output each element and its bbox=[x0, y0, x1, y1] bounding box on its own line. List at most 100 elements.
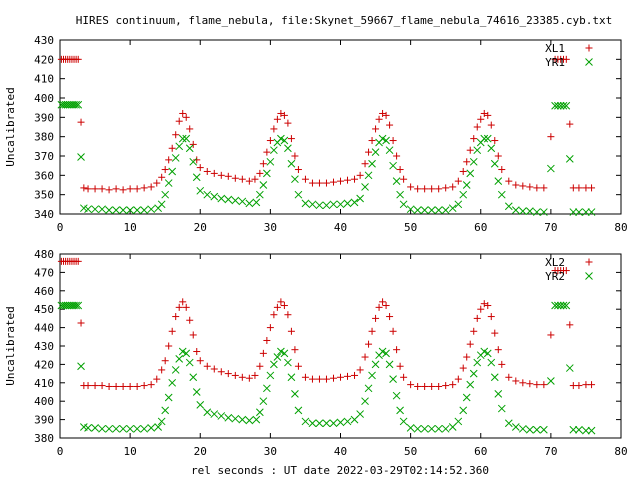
data-point bbox=[126, 206, 134, 214]
data-point bbox=[196, 164, 204, 172]
data-point bbox=[308, 179, 316, 187]
data-point bbox=[74, 55, 82, 63]
data-point bbox=[291, 389, 299, 398]
y-tick-label: 390 bbox=[34, 414, 54, 427]
data-point bbox=[308, 200, 317, 209]
data-point bbox=[133, 382, 141, 390]
data-point bbox=[210, 192, 219, 201]
data-point bbox=[399, 417, 408, 426]
data-point bbox=[259, 397, 268, 406]
data-point bbox=[266, 324, 274, 332]
data-point bbox=[551, 101, 559, 110]
data-point bbox=[454, 200, 463, 209]
data-point bbox=[105, 424, 113, 433]
data-point bbox=[140, 206, 149, 214]
y-tick-label: 380 bbox=[34, 432, 54, 445]
legend-marker-xl2 bbox=[585, 258, 593, 266]
data-point bbox=[224, 370, 232, 378]
plot-frame-bottom bbox=[59, 253, 622, 439]
data-point bbox=[459, 406, 468, 415]
data-point bbox=[473, 146, 482, 155]
data-point bbox=[133, 206, 141, 214]
legend-marker-glyph bbox=[585, 44, 593, 52]
data-point bbox=[361, 353, 369, 361]
data-point bbox=[280, 349, 289, 358]
legend-marker-glyph bbox=[585, 272, 593, 280]
y-tick-label: 370 bbox=[34, 150, 54, 163]
x-tick-label: 50 bbox=[404, 445, 417, 458]
data-point bbox=[565, 155, 574, 163]
data-point bbox=[277, 109, 285, 117]
data-point bbox=[91, 185, 99, 193]
data-point bbox=[301, 199, 310, 208]
data-point bbox=[427, 424, 436, 433]
data-point bbox=[368, 327, 376, 335]
data-point bbox=[192, 388, 201, 396]
data-point bbox=[588, 381, 596, 389]
data-point bbox=[91, 382, 99, 390]
data-point bbox=[172, 313, 180, 321]
data-point bbox=[361, 160, 369, 168]
data-point bbox=[375, 115, 383, 123]
x-tick-label: 40 bbox=[334, 221, 347, 234]
data-point bbox=[575, 425, 583, 434]
data-point bbox=[511, 423, 520, 431]
data-point bbox=[74, 301, 83, 310]
x-tick-label: 10 bbox=[124, 445, 137, 458]
data-point bbox=[372, 125, 380, 133]
data-point bbox=[587, 208, 596, 216]
data-point bbox=[147, 381, 155, 389]
data-point bbox=[161, 357, 169, 365]
data-point bbox=[185, 358, 194, 367]
data-point bbox=[77, 118, 85, 126]
data-point bbox=[490, 159, 499, 168]
data-point bbox=[217, 368, 225, 376]
data-point bbox=[540, 208, 548, 216]
data-point bbox=[252, 198, 261, 207]
data-point bbox=[336, 200, 345, 209]
data-point bbox=[364, 384, 373, 393]
data-point bbox=[396, 362, 404, 370]
data-point bbox=[566, 120, 574, 128]
legend-label-xl2: XL2 bbox=[545, 256, 565, 269]
data-point bbox=[582, 426, 590, 435]
data-point bbox=[196, 401, 205, 409]
data-point bbox=[385, 146, 394, 155]
data-point bbox=[91, 424, 99, 432]
data-point bbox=[442, 184, 450, 192]
data-point bbox=[498, 360, 506, 368]
data-point bbox=[371, 148, 380, 156]
data-point bbox=[396, 166, 404, 174]
data-point bbox=[273, 303, 281, 311]
data-point bbox=[361, 397, 369, 406]
data-point bbox=[263, 169, 271, 178]
data-point bbox=[168, 167, 177, 176]
data-point bbox=[245, 199, 254, 208]
data-point bbox=[119, 382, 127, 390]
x-tick-label: 20 bbox=[194, 221, 207, 234]
data-point bbox=[428, 185, 436, 193]
data-point bbox=[161, 166, 169, 174]
data-point bbox=[98, 382, 106, 390]
data-point bbox=[487, 313, 495, 321]
data-point bbox=[518, 207, 527, 215]
data-point bbox=[356, 194, 364, 203]
data-point bbox=[308, 375, 316, 383]
series-yr1 bbox=[57, 100, 596, 216]
data-point bbox=[287, 373, 296, 382]
data-point bbox=[291, 175, 299, 184]
data-point bbox=[284, 119, 292, 127]
data-point bbox=[175, 117, 183, 125]
data-point bbox=[344, 372, 352, 380]
x-tick-label: 80 bbox=[614, 445, 627, 458]
data-point bbox=[182, 303, 190, 311]
data-point bbox=[434, 206, 443, 214]
data-point bbox=[407, 381, 415, 389]
data-point bbox=[245, 177, 253, 185]
data-point bbox=[196, 186, 205, 195]
data-point bbox=[400, 373, 408, 381]
data-point bbox=[322, 375, 330, 383]
y-tick-label: 420 bbox=[34, 53, 54, 66]
data-point bbox=[80, 184, 88, 192]
x-axis-label: rel seconds : UT date 2022-03-29T02:14:5… bbox=[191, 464, 489, 477]
